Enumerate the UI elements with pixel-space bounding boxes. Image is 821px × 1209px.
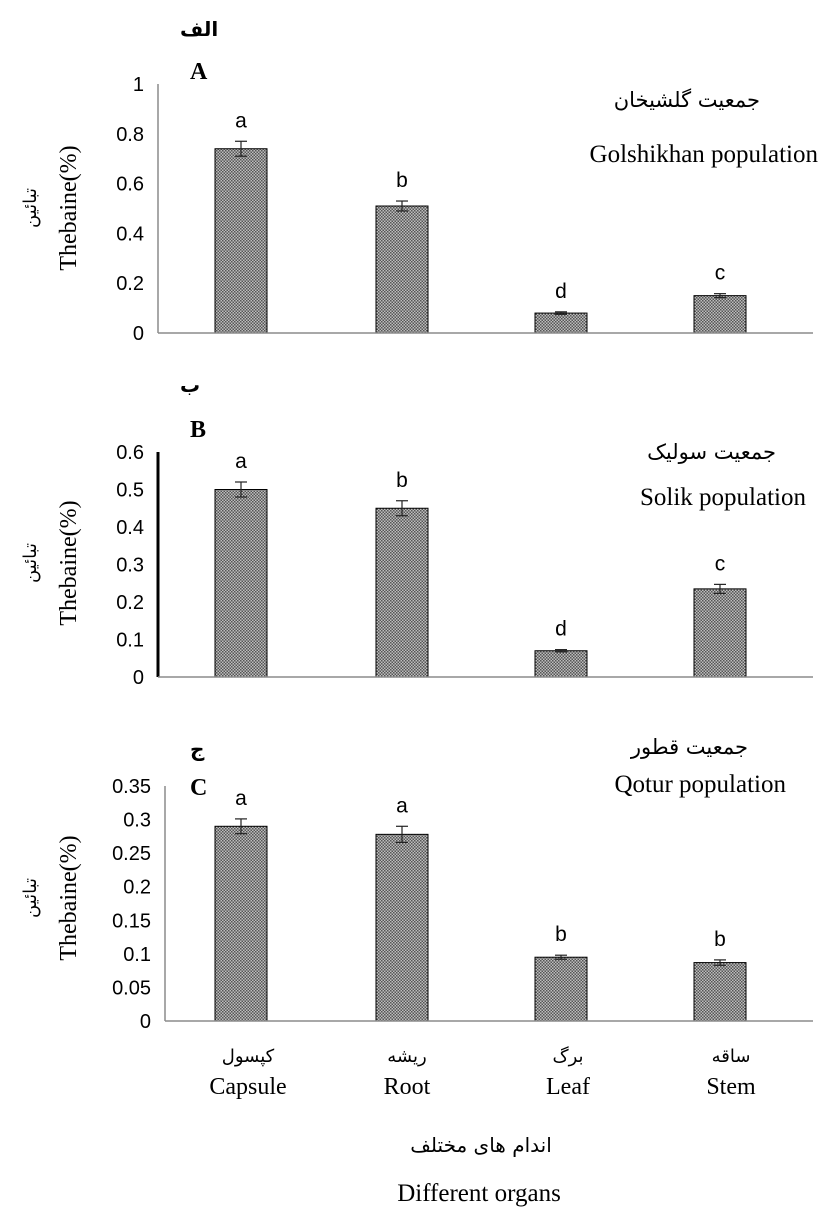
- y-axis-label: Thebaine(%): [56, 145, 82, 270]
- bar-capsule: [214, 148, 268, 334]
- x-tick-label: Leaf: [546, 1074, 590, 1100]
- panel-qotur: ج C جمعیت قطور Qotur population تبائین T…: [20, 735, 813, 1033]
- panel-title: Golshikhan population: [590, 141, 819, 168]
- significance-letter: c: [715, 262, 726, 285]
- bar-stem: [693, 588, 747, 678]
- y-tick-label: 0.2: [116, 273, 144, 295]
- y-tick-label: 0.1: [123, 944, 151, 966]
- y-tick-label: 0: [133, 667, 144, 689]
- y-tick-label: 1: [133, 74, 144, 96]
- y-tick-label: 0.35: [112, 776, 151, 798]
- y-tick-label: 0.3: [116, 555, 144, 577]
- x-tick-label-fa: ساقه: [712, 1046, 751, 1067]
- x-tick-label: Capsule: [209, 1074, 286, 1100]
- y-tick-label: 0.4: [116, 223, 144, 245]
- panel-title-fa: جمعیت قطور: [630, 735, 748, 759]
- panel-letter-fa: ج: [190, 737, 205, 761]
- panel-letter: B: [190, 417, 206, 443]
- y-tick-label: 0.2: [123, 877, 151, 899]
- y-axis-label: Thebaine(%): [56, 835, 82, 960]
- panel-title-fa: جمعیت گلشیخان: [614, 88, 760, 112]
- y-tick-label: 0.15: [112, 910, 151, 932]
- x-category-labels: کپسول ریشه برگ ساقه Capsule Root Leaf St…: [209, 1046, 756, 1100]
- bar-capsule: [214, 489, 268, 678]
- error-bar-leaf: [555, 954, 567, 960]
- error-bar-capsule: [235, 818, 247, 835]
- significance-letter: c: [715, 552, 726, 575]
- error-bar-root: [396, 500, 408, 517]
- error-bar-leaf: [555, 649, 567, 653]
- x-axis-label-fa: اندام های مختلف: [410, 1133, 552, 1157]
- y-axis-label-fa: تبائین: [20, 188, 41, 228]
- y-tick-label: 0.05: [112, 977, 151, 999]
- significance-letter: a: [396, 794, 408, 817]
- y-axis-label: Thebaine(%): [56, 500, 82, 625]
- significance-letter: a: [235, 109, 247, 132]
- significance-letter: a: [235, 450, 247, 473]
- panel-title: Solik population: [640, 484, 806, 511]
- error-bar-root: [396, 200, 408, 212]
- y-tick-label: 0.1: [116, 630, 144, 652]
- y-tick-label: 0.5: [116, 480, 144, 502]
- y-tick-label: 0.3: [123, 810, 151, 832]
- y-tick-label: 0.25: [112, 843, 151, 865]
- y-tick-label: 0.6: [116, 442, 144, 464]
- bar-stem: [693, 962, 747, 1022]
- y-tick-label: 0.2: [116, 592, 144, 614]
- panel-letter: C: [190, 775, 207, 801]
- bar-root: [375, 833, 429, 1022]
- error-bar-leaf: [555, 311, 567, 315]
- significance-letter: b: [555, 923, 567, 946]
- bar-leaf: [534, 956, 588, 1022]
- error-bar-root: [396, 825, 408, 844]
- y-axis-label-fa: تبائین: [20, 543, 41, 583]
- bar-capsule: [214, 825, 268, 1022]
- panel-letter-fa: الف: [180, 17, 218, 41]
- significance-letter: b: [396, 469, 408, 492]
- error-bar-stem: [714, 959, 726, 966]
- bar-root: [375, 507, 429, 678]
- x-tick-label-fa: کپسول: [222, 1046, 275, 1067]
- y-tick-label: 0: [133, 323, 144, 345]
- significance-letter: b: [714, 928, 726, 951]
- y-axis-label-fa: تبائین: [20, 878, 41, 918]
- significance-letter: a: [235, 787, 247, 810]
- x-tick-label: Root: [384, 1074, 431, 1100]
- error-bar-stem: [714, 293, 726, 299]
- panel-title-fa: جمعیت سولیک: [647, 440, 776, 464]
- bar-leaf: [534, 650, 588, 678]
- panel-letter-fa: ب: [180, 373, 200, 397]
- bar-stem: [693, 295, 747, 334]
- y-tick-label: 0.8: [116, 124, 144, 146]
- y-tick-label: 0: [140, 1011, 151, 1033]
- error-bar-capsule: [235, 481, 247, 498]
- x-tick-label-fa: ریشه: [387, 1046, 426, 1067]
- significance-letter: d: [555, 280, 567, 303]
- y-tick-label: 0.6: [116, 174, 144, 196]
- panel-letter: A: [190, 59, 208, 85]
- x-tick-label: Stem: [706, 1074, 756, 1100]
- y-tick-label: 0.4: [116, 517, 144, 539]
- significance-letter: b: [396, 169, 408, 192]
- error-bar-stem: [714, 583, 726, 594]
- significance-letter: d: [555, 618, 567, 641]
- x-tick-label-fa: برگ: [552, 1046, 583, 1067]
- x-axis-label: Different organs: [397, 1180, 561, 1207]
- panel-title: Qotur population: [614, 771, 786, 798]
- panel-golshikhan: الف A جمعیت گلشیخان Golshikhan populatio…: [20, 17, 818, 345]
- error-bar-capsule: [235, 140, 247, 157]
- bar-leaf: [534, 312, 588, 334]
- bar-root: [375, 205, 429, 334]
- panel-solik: ب B جمعیت سولیک Solik population تبائین …: [20, 373, 813, 689]
